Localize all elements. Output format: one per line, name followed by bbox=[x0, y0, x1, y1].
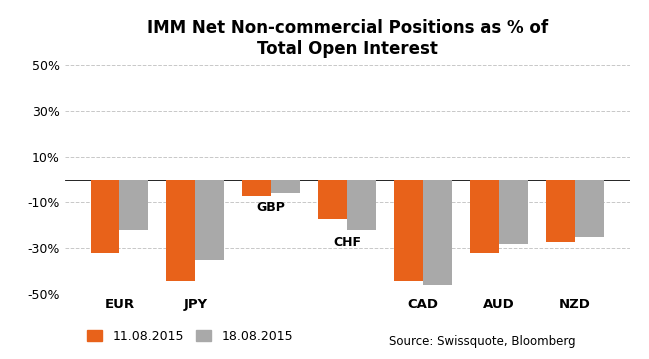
Bar bbox=[546, 180, 575, 242]
Bar bbox=[195, 180, 224, 260]
Text: NZD: NZD bbox=[559, 298, 591, 311]
Bar bbox=[167, 180, 195, 281]
Text: JPY: JPY bbox=[183, 298, 208, 311]
Bar bbox=[91, 180, 119, 253]
Text: CHF: CHF bbox=[333, 236, 361, 249]
Bar bbox=[395, 180, 423, 281]
Bar bbox=[243, 180, 271, 196]
Text: Source: Swissquote, Bloomberg: Source: Swissquote, Bloomberg bbox=[389, 335, 576, 348]
Legend: 11.08.2015, 18.08.2015: 11.08.2015, 18.08.2015 bbox=[82, 325, 298, 348]
Text: AUD: AUD bbox=[484, 298, 515, 311]
Text: EUR: EUR bbox=[104, 298, 134, 311]
Text: CAD: CAD bbox=[408, 298, 439, 311]
Text: GBP: GBP bbox=[257, 201, 286, 214]
Bar bbox=[271, 180, 300, 193]
Bar bbox=[471, 180, 499, 253]
Bar bbox=[119, 180, 148, 230]
Title: IMM Net Non-commercial Positions as % of
Total Open Interest: IMM Net Non-commercial Positions as % of… bbox=[147, 19, 548, 57]
Bar bbox=[499, 180, 528, 244]
Bar bbox=[347, 180, 376, 230]
Bar bbox=[319, 180, 347, 219]
Bar bbox=[575, 180, 604, 237]
Bar bbox=[423, 180, 452, 285]
